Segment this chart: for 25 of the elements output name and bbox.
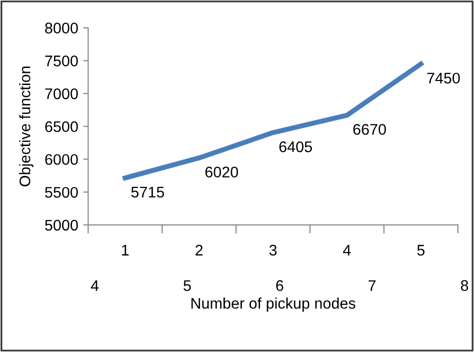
y-tick-label: 7500: [45, 56, 78, 66]
data-label: 6020: [205, 166, 238, 178]
text: 6: [276, 280, 284, 291]
data-label: 6670: [353, 124, 386, 135]
x-tick-label: 1: [122, 244, 129, 256]
x-tick-label: 2: [196, 244, 203, 256]
y-tick-label: 8000: [45, 22, 78, 34]
x-tick-label: 3: [269, 244, 277, 256]
data-label: 5715: [131, 186, 164, 198]
x-tick-label: 4: [343, 244, 351, 256]
text: 5: [184, 280, 191, 291]
data-label: 6405: [279, 141, 312, 152]
y-tick-label: 6500: [45, 121, 78, 132]
y-tick-label: 7000: [45, 88, 78, 100]
y-axis-title: Objective function: [19, 66, 34, 186]
data-label: 7450: [427, 72, 460, 84]
text: 8: [460, 280, 468, 291]
y-tick-label: 5500: [45, 186, 78, 198]
y-tick-label: 5000: [45, 220, 78, 231]
y-tick-label: 6000: [45, 154, 78, 165]
text: 4: [90, 280, 99, 291]
line-series: [122, 62, 424, 180]
x-tick-label: 5: [417, 244, 425, 256]
x-axis-title: Number of pickup nodes: [191, 298, 356, 312]
text: 7: [368, 280, 376, 291]
